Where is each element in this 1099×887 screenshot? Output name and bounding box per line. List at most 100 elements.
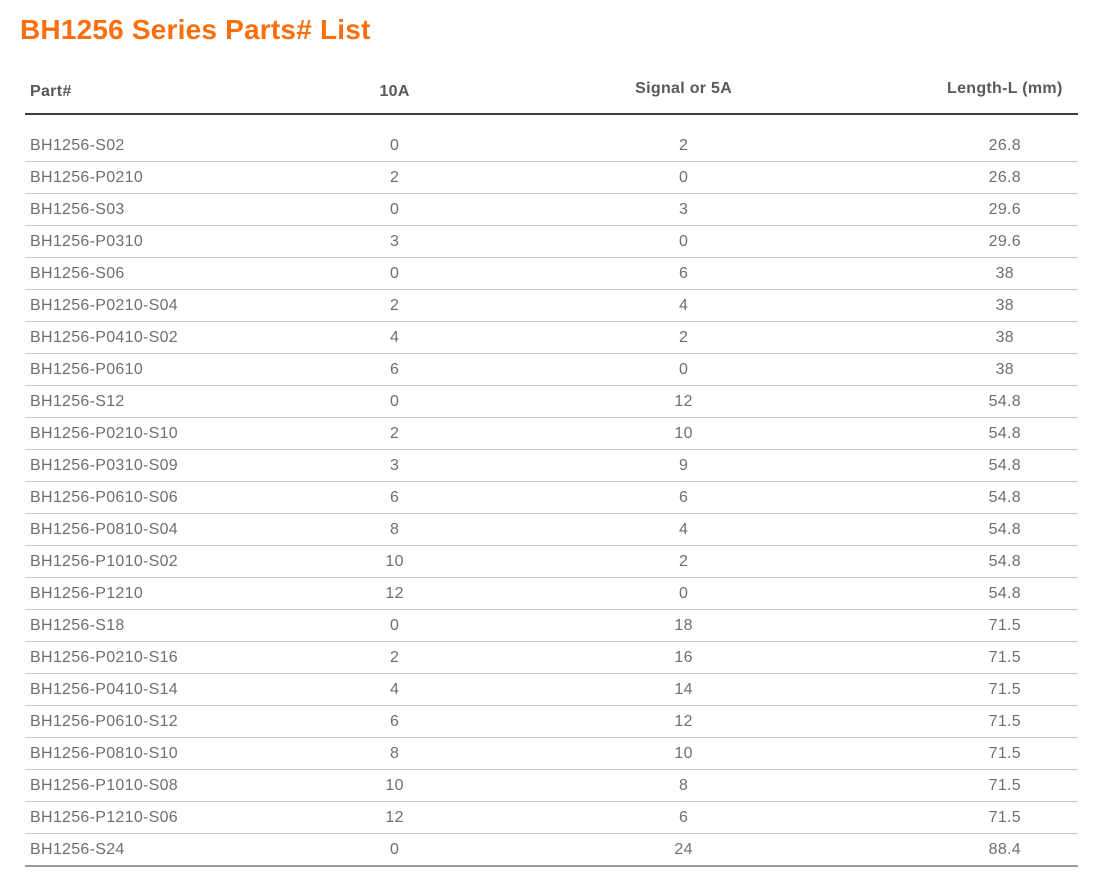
table-cell: 0 <box>435 577 932 610</box>
table-cell: BH1256-P1210 <box>25 577 354 610</box>
table-cell: 54.8 <box>931 481 1078 514</box>
table-cell: 12 <box>353 577 436 610</box>
table-cell: 24 <box>435 833 932 867</box>
table-cell: 16 <box>435 641 932 674</box>
table-row: BH1256-S06 0 6 38 <box>25 257 1078 290</box>
table-cell: BH1256-P1010-S02 <box>25 545 354 578</box>
table-row: BH1256-S03 0 3 29.6 <box>25 193 1078 226</box>
table-cell: 2 <box>353 641 436 674</box>
table-cell: 88.4 <box>931 833 1078 867</box>
table-cell: 2 <box>435 545 932 578</box>
table-cell: BH1256-P0610 <box>25 353 354 386</box>
table-cell: 8 <box>435 769 932 802</box>
table-cell: 14 <box>435 673 932 706</box>
table-row: BH1256-P0610-S06 6 6 54.8 <box>25 481 1078 514</box>
table-cell: 71.5 <box>931 801 1078 834</box>
table-cell: BH1256-P0310-S09 <box>25 449 354 482</box>
table-cell: 71.5 <box>931 769 1078 802</box>
table-cell: 54.8 <box>931 513 1078 546</box>
col-header-10a: 10A <box>353 80 436 115</box>
table-cell: 38 <box>931 353 1078 386</box>
table-cell: 8 <box>353 513 436 546</box>
table-cell: 54.8 <box>931 577 1078 610</box>
table-cell: BH1256-S02 <box>25 114 354 162</box>
table-row: BH1256-P0310 3 0 29.6 <box>25 225 1078 258</box>
table-cell: 0 <box>435 225 932 258</box>
table-cell: BH1256-P0410-S14 <box>25 673 354 706</box>
table-cell: 54.8 <box>931 545 1078 578</box>
table-cell: 0 <box>353 114 436 162</box>
table-cell: 6 <box>353 705 436 738</box>
table-cell: 2 <box>353 161 436 194</box>
table-row: BH1256-P0610-S12 6 12 71.5 <box>25 705 1078 738</box>
col-header-signal-or-5a: Signal or 5A <box>435 80 932 115</box>
table-cell: 54.8 <box>931 417 1078 450</box>
table-cell: BH1256-P0310 <box>25 225 354 258</box>
table-cell: 38 <box>931 289 1078 322</box>
table-cell: 38 <box>931 321 1078 354</box>
table-row: BH1256-P1210 12 0 54.8 <box>25 577 1078 610</box>
table-cell: 54.8 <box>931 449 1078 482</box>
table-cell: 9 <box>435 449 932 482</box>
page-title: BH1256 Series Parts# List <box>20 14 371 45</box>
table-cell: 0 <box>353 833 436 867</box>
table-cell: BH1256-P1210-S06 <box>25 801 354 834</box>
table-row: BH1256-S18 0 18 71.5 <box>25 609 1078 642</box>
table-cell: 71.5 <box>931 705 1078 738</box>
table-cell: 4 <box>353 321 436 354</box>
table-cell: 10 <box>435 737 932 770</box>
table-cell: 29.6 <box>931 193 1078 226</box>
table-cell: 71.5 <box>931 641 1078 674</box>
table-cell: BH1256-P1010-S08 <box>25 769 354 802</box>
table-row: BH1256-P1210-S06 12 6 71.5 <box>25 801 1078 834</box>
table-cell: 18 <box>435 609 932 642</box>
table-row: BH1256-S24 0 24 88.4 <box>25 833 1078 867</box>
table-cell: BH1256-P0810-S04 <box>25 513 354 546</box>
table-cell: 26.8 <box>931 114 1078 162</box>
table-row: BH1256-P0410-S02 4 2 38 <box>25 321 1078 354</box>
table-cell: 29.6 <box>931 225 1078 258</box>
table-cell: BH1256-S06 <box>25 257 354 290</box>
table-cell: 3 <box>435 193 932 226</box>
parts-table: Part# 10A Signal or 5A Length-L (mm) BH1… <box>25 80 1078 867</box>
table-cell: 6 <box>435 801 932 834</box>
table-cell: 4 <box>435 289 932 322</box>
table-row: BH1256-P0810-S10 8 10 71.5 <box>25 737 1078 770</box>
table-cell: BH1256-P0410-S02 <box>25 321 354 354</box>
table-cell: 6 <box>353 481 436 514</box>
table-cell: 12 <box>435 705 932 738</box>
table-row: BH1256-S02 0 2 26.8 <box>25 114 1078 162</box>
table-cell: 6 <box>435 257 932 290</box>
table-cell: 12 <box>353 801 436 834</box>
table-cell: 8 <box>353 737 436 770</box>
table-body: BH1256-S02 0 2 26.8 BH1256-P0210 2 0 26.8 BH1256… <box>25 114 1078 867</box>
table-cell: 71.5 <box>931 737 1078 770</box>
table-row: BH1256-P0310-S09 3 9 54.8 <box>25 449 1078 482</box>
table-row: BH1256-P0210-S16 2 16 71.5 <box>25 641 1078 674</box>
col-header-length-mm: Length-L (mm) <box>931 80 1078 115</box>
table-row: BH1256-P0210-S10 2 10 54.8 <box>25 417 1078 450</box>
table-row: BH1256-P0810-S04 8 4 54.8 <box>25 513 1078 546</box>
table-cell: BH1256-P0810-S10 <box>25 737 354 770</box>
table-cell: 12 <box>435 385 932 418</box>
table-cell: BH1256-P0210-S16 <box>25 641 354 674</box>
table-row: BH1256-P0210-S04 2 4 38 <box>25 289 1078 322</box>
table-row: BH1256-P0210 2 0 26.8 <box>25 161 1078 194</box>
table-cell: 6 <box>353 353 436 386</box>
table-cell: BH1256-P0610-S12 <box>25 705 354 738</box>
table-cell: 71.5 <box>931 673 1078 706</box>
table-cell: 0 <box>435 161 932 194</box>
table-cell: BH1256-P0210-S04 <box>25 289 354 322</box>
table-cell: 26.8 <box>931 161 1078 194</box>
table-row: BH1256-P1010-S08 10 8 71.5 <box>25 769 1078 802</box>
table-cell: BH1256-S03 <box>25 193 354 226</box>
table-cell: 10 <box>435 417 932 450</box>
table-cell: BH1256-S24 <box>25 833 354 867</box>
table-cell: BH1256-S12 <box>25 385 354 418</box>
table-cell: BH1256-P0610-S06 <box>25 481 354 514</box>
table-row: BH1256-P0410-S14 4 14 71.5 <box>25 673 1078 706</box>
table-row: BH1256-P0610 6 0 38 <box>25 353 1078 386</box>
table-row: BH1256-P1010-S02 10 2 54.8 <box>25 545 1078 578</box>
table-cell: 10 <box>353 769 436 802</box>
table-cell: 2 <box>435 321 932 354</box>
